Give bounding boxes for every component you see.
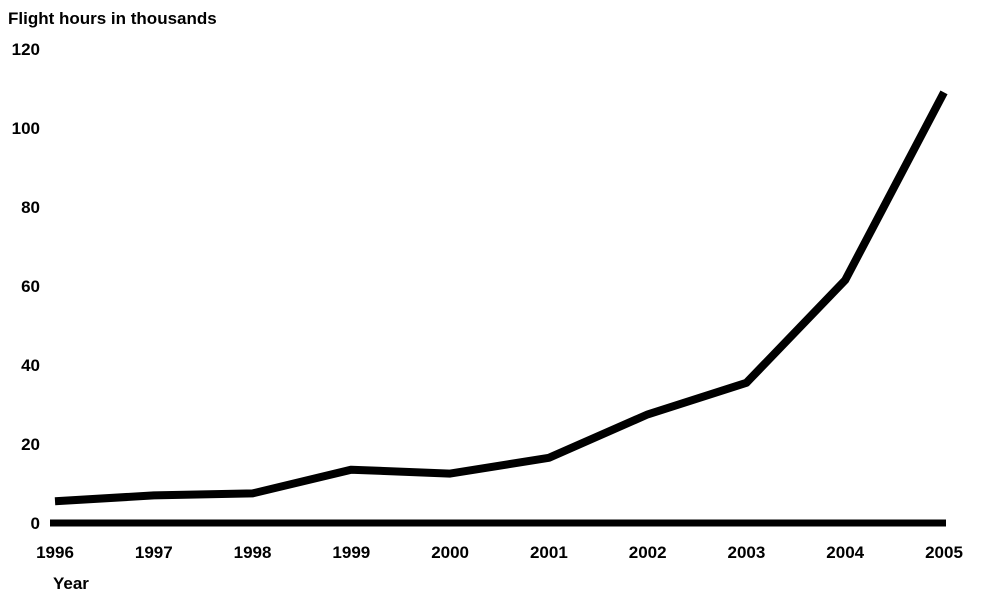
x-tick-label: 2005 <box>925 543 963 562</box>
y-tick-label: 60 <box>21 277 40 296</box>
y-axis-title: Flight hours in thousands <box>8 9 217 28</box>
x-tick-label: 2004 <box>826 543 864 562</box>
x-tick-label: 2000 <box>431 543 469 562</box>
y-tick-label: 40 <box>21 356 40 375</box>
x-tick-label: 2002 <box>629 543 667 562</box>
x-tick-label: 1999 <box>332 543 370 562</box>
y-tick-label: 20 <box>21 435 40 454</box>
x-tick-label: 1997 <box>135 543 173 562</box>
x-tick-label: 1998 <box>234 543 272 562</box>
y-tick-label: 100 <box>12 119 40 138</box>
y-tick-label: 120 <box>12 40 40 59</box>
x-tick-label: 1996 <box>36 543 74 562</box>
series-line <box>54 90 948 506</box>
series-group <box>54 90 948 506</box>
y-tick-label: 0 <box>31 514 40 533</box>
y-tick-label: 80 <box>21 198 40 217</box>
y-axis-ticks: 0 20 40 60 80 100 120 <box>12 40 40 533</box>
x-tick-label: 2003 <box>728 543 766 562</box>
x-axis-ticks: 1996 1997 1998 1999 2000 2001 2002 2003 2004 2005 <box>36 543 963 562</box>
x-tick-label: 2001 <box>530 543 568 562</box>
x-axis-title: Year <box>53 574 89 593</box>
